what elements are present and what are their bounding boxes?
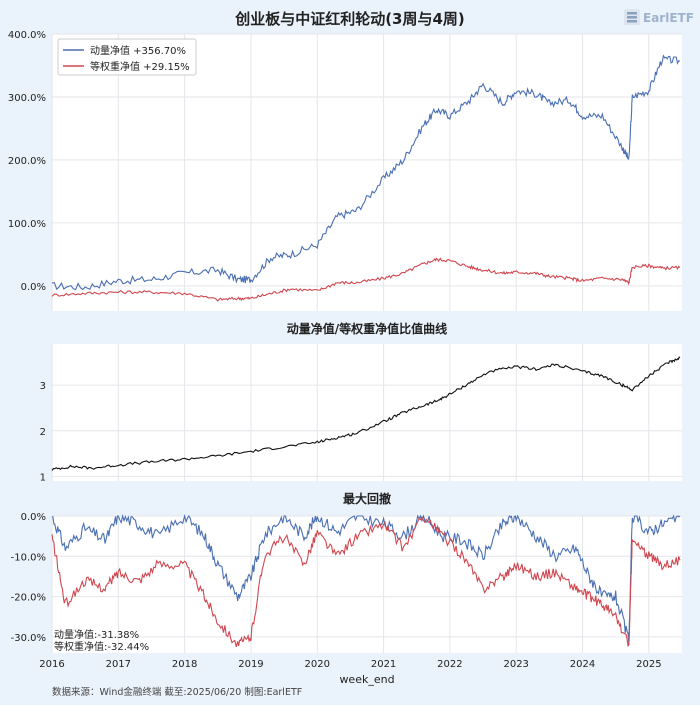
drawdown-annotation: 等权重净值:-32.44% xyxy=(54,640,149,653)
logo-text: EarlETF xyxy=(643,11,694,25)
y-tick-label: -20.0% xyxy=(11,593,46,604)
y-tick-label: 0.0% xyxy=(21,512,46,523)
logo-bar-3 xyxy=(627,20,637,23)
series-line-动量净值 xyxy=(51,513,681,645)
charts-layer: 0.0% 100.0% 200.0% 300.0% 400.0% 动量净值 +356.70… xyxy=(8,30,682,686)
panel-title: 动量净值/等权重净值比值曲线 xyxy=(287,321,447,336)
legend-entry: 动量净值 +356.70% xyxy=(90,44,186,57)
y-tick-label: -10.0% xyxy=(11,552,46,563)
x-tick-label: 2025 xyxy=(636,659,661,670)
y-tick-label: 3 xyxy=(40,381,46,392)
logo-bar-1 xyxy=(627,12,637,15)
x-tick-label: 2020 xyxy=(305,659,330,670)
y-tick-label: 400.0% xyxy=(8,30,46,41)
y-tick-label: 2 xyxy=(40,427,46,438)
x-tick-label: 2017 xyxy=(106,659,131,670)
series-line-比值 xyxy=(51,356,681,471)
footer-source: 数据来源：Wind金融终端 截至:2025/06/20 制图:EarlETF xyxy=(52,686,302,698)
plot-area-2 xyxy=(52,516,682,653)
series-line-等权重净值 xyxy=(51,516,681,647)
x-tick-label: 2023 xyxy=(503,659,528,670)
drawdown-annotation: 动量净值:-31.38% xyxy=(54,628,139,641)
series-line-等权重净值 xyxy=(51,257,681,302)
x-tick-label: 2018 xyxy=(172,659,197,670)
logo-bar-2 xyxy=(627,16,637,19)
y-tick-label: 300.0% xyxy=(8,93,46,104)
x-tick-label: 2022 xyxy=(437,659,462,670)
x-tick-label: 2024 xyxy=(570,659,595,670)
y-tick-label: 0.0% xyxy=(21,282,46,293)
legend-box xyxy=(57,38,197,76)
panel-title: 最大回撤 xyxy=(343,491,391,506)
logo-icon: EarlETF xyxy=(624,9,694,25)
x-tick-label: 2016 xyxy=(39,659,64,670)
x-tick-label: 2019 xyxy=(238,659,263,670)
x-axis-label: week_end xyxy=(339,673,394,686)
y-tick-label: 1 xyxy=(40,472,46,483)
legend-entry: 等权重净值 +29.15% xyxy=(90,60,190,73)
series-line-动量净值 xyxy=(51,54,681,291)
plot-area-1 xyxy=(52,344,682,481)
earletf-logo: EarlETF xyxy=(624,7,694,29)
page-title: 创业板与中证红利轮动(3周与4周) xyxy=(234,10,465,28)
y-tick-label: 200.0% xyxy=(8,156,46,167)
y-tick-label: -30.0% xyxy=(11,633,46,644)
x-tick-label: 2021 xyxy=(371,659,396,670)
y-tick-label: 100.0% xyxy=(8,219,46,230)
plot-area-0 xyxy=(52,34,682,311)
